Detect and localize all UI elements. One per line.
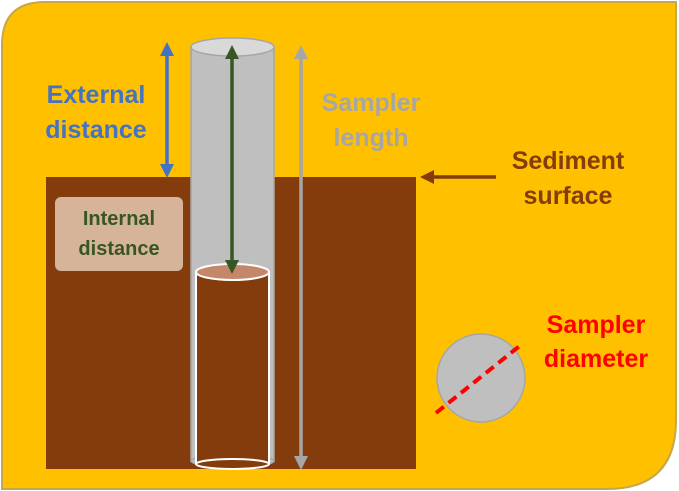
sampler-diameter-label-line2: diameter bbox=[544, 345, 648, 373]
external-distance-label: External bbox=[47, 81, 146, 109]
internal-distance-box bbox=[55, 197, 183, 271]
sampler-diameter-label: Sampler bbox=[547, 311, 646, 339]
sampler-diameter-line bbox=[434, 342, 524, 415]
sediment-core-bottom bbox=[195, 458, 270, 470]
sampler-length-label: Sampler bbox=[322, 89, 421, 117]
sampler-length-label-line2: length bbox=[334, 124, 409, 152]
internal-distance-label: Internal bbox=[83, 208, 155, 230]
sediment-surface-label: Sediment bbox=[512, 147, 625, 175]
sediment-core bbox=[195, 271, 270, 465]
external-distance-label-line2: distance bbox=[45, 116, 147, 144]
sediment-surface-label-line2: surface bbox=[524, 182, 613, 210]
internal-distance-label-line2: distance bbox=[78, 238, 159, 260]
